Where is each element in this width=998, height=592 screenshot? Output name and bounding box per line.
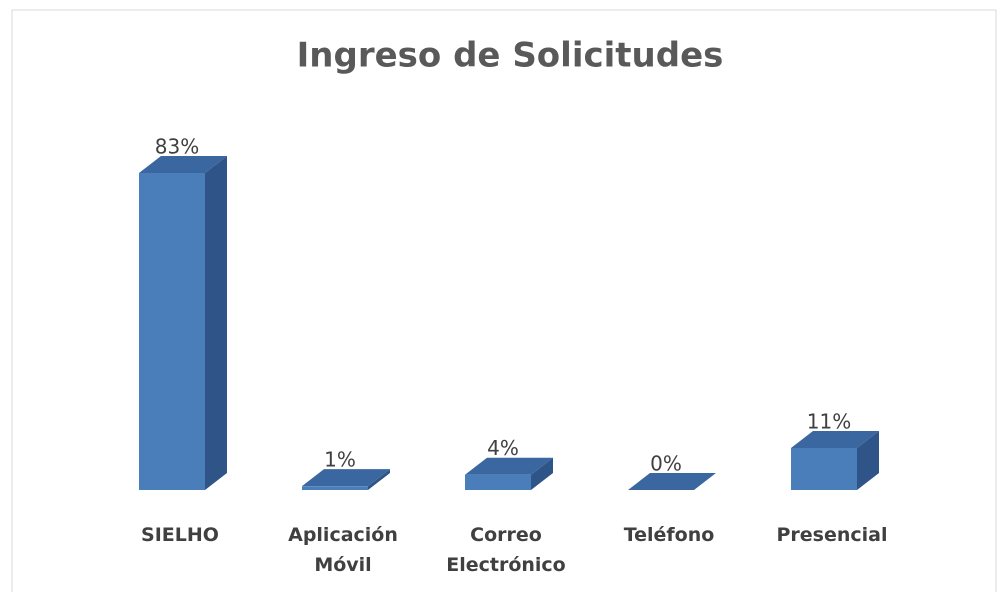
bar-top	[465, 457, 553, 475]
x-tick-label: Aplicación Móvil	[288, 524, 398, 576]
x-tick-label: Presencial	[776, 524, 888, 546]
bar-side	[857, 430, 879, 490]
data-label: 83%	[155, 135, 199, 159]
data-label: 1%	[324, 448, 356, 472]
chart-title: Ingreso de Solicitudes	[297, 36, 724, 76]
data-label: 4%	[487, 436, 519, 460]
bar-side	[531, 457, 553, 490]
x-tick-label: SIELHO	[141, 524, 219, 546]
bar-top	[628, 473, 716, 490]
bar	[465, 474, 531, 490]
bar	[791, 447, 857, 490]
bar-top	[791, 430, 879, 448]
x-tick-label: Teléfono	[623, 524, 715, 546]
bar-side	[368, 469, 390, 490]
bar	[302, 486, 368, 490]
data-label: 0%	[650, 452, 682, 476]
x-tick-label: Correo Electrónico	[446, 524, 566, 576]
bar	[139, 173, 205, 490]
data-label: 11%	[807, 409, 851, 433]
bar-top	[139, 156, 227, 173]
bar-side	[205, 156, 227, 490]
bar-top	[302, 469, 390, 487]
